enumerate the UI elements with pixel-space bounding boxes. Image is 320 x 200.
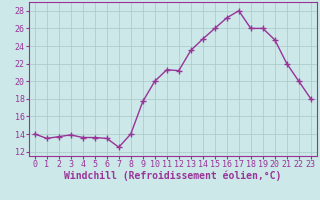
X-axis label: Windchill (Refroidissement éolien,°C): Windchill (Refroidissement éolien,°C) <box>64 171 282 181</box>
